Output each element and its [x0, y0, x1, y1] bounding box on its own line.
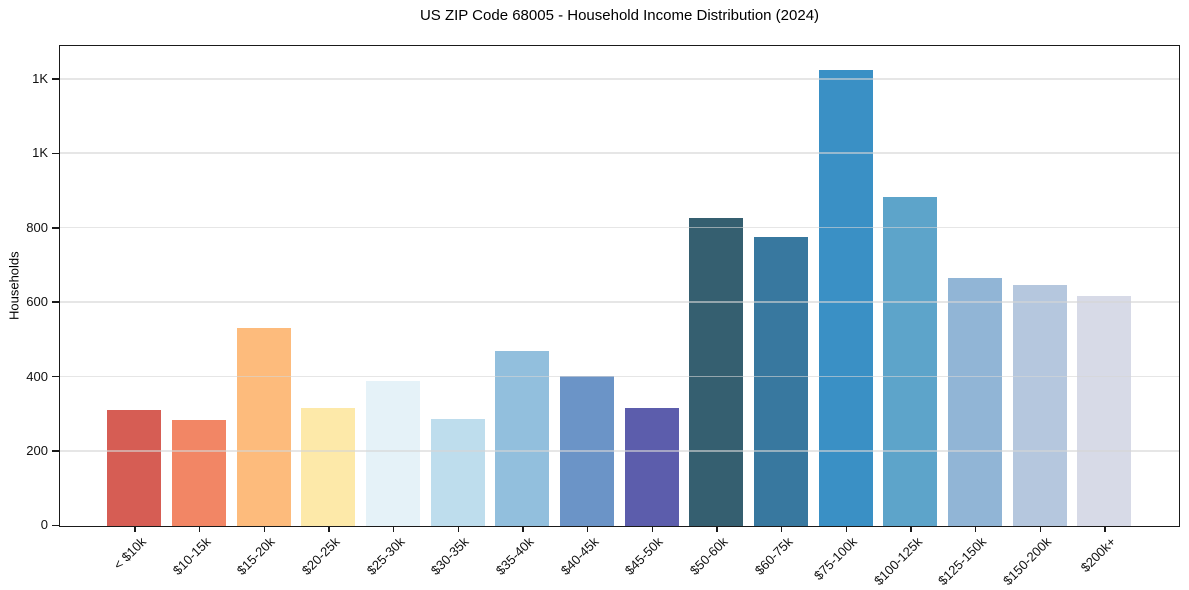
- x-tick-mark: [651, 527, 654, 532]
- x-tick-label-text: $100-125k: [870, 534, 925, 589]
- x-tick-mark: [198, 527, 201, 532]
- x-tick-mark: [716, 527, 718, 532]
- x-tick-mark: [780, 527, 783, 532]
- x-tick-label-text: $30-35k: [428, 534, 472, 578]
- bar: [430, 418, 485, 526]
- gridline: [60, 226, 1179, 229]
- gridline: [60, 450, 1179, 452]
- chart-title: US ZIP Code 68005 - Household Income Dis…: [419, 7, 820, 24]
- bar: [883, 197, 938, 526]
- bar: [301, 407, 356, 526]
- x-tick-mark: [457, 527, 460, 532]
- bar: [495, 351, 550, 526]
- y-tick-label: 1K: [32, 145, 48, 161]
- x-tick-label-text: $15-20k: [234, 534, 278, 578]
- x-tick-mark: [974, 527, 977, 532]
- y-tick-mark: [52, 450, 59, 452]
- x-tick-label-text: $60-75k: [751, 534, 796, 578]
- x-tick-label-text: $20-25k: [298, 534, 343, 578]
- x-tick-label-text: $150-200k: [999, 534, 1054, 589]
- y-tick-label: 1K: [32, 70, 48, 86]
- y-tick-mark: [52, 78, 59, 80]
- x-tick-mark: [586, 527, 589, 532]
- bar: [366, 381, 421, 526]
- x-tick-label-text: $75-100k: [810, 534, 860, 583]
- plot-area: [59, 45, 1180, 527]
- bar: [1077, 295, 1132, 526]
- y-tick-mark: [52, 301, 59, 303]
- gridline: [60, 375, 1179, 378]
- x-tick-mark: [328, 527, 330, 532]
- y-tick-label: 600: [26, 294, 48, 310]
- y-tick-label: 200: [26, 442, 48, 458]
- x-tick-label-text: < $10k: [110, 534, 149, 573]
- x-tick-mark: [845, 527, 848, 532]
- x-tick-label-text: $125-150k: [935, 534, 990, 589]
- x-tick-mark: [263, 527, 266, 532]
- x-tick-label-text: $25-30k: [363, 534, 408, 578]
- x-tick-label-text: $45-50k: [622, 534, 666, 578]
- x-tick-mark: [134, 527, 136, 532]
- gridline: [60, 301, 1179, 303]
- y-tick-mark: [52, 524, 59, 527]
- y-tick-label: 400: [26, 368, 48, 384]
- x-tick-mark: [522, 527, 524, 532]
- bar: [689, 217, 744, 526]
- x-tick-mark: [910, 527, 912, 532]
- x-tick-label-text: $200k+: [1077, 534, 1119, 576]
- bar: [172, 419, 227, 526]
- y-tick-label: 0: [40, 517, 48, 533]
- gridline: [60, 152, 1179, 154]
- y-tick-mark: [52, 226, 59, 229]
- bar: [754, 236, 809, 526]
- bar: [1012, 284, 1067, 526]
- bar: [107, 409, 162, 526]
- y-tick-mark: [52, 375, 59, 378]
- x-tick-mark: [1039, 527, 1042, 532]
- x-tick-label-text: $40-45k: [557, 534, 602, 578]
- y-tick-label: 800: [26, 219, 48, 235]
- bar: [236, 328, 291, 526]
- x-tick-mark: [1104, 527, 1106, 532]
- gridline: [60, 78, 1179, 80]
- x-tick-label-text: $10-15k: [169, 534, 214, 578]
- x-tick-mark: [392, 527, 395, 532]
- y-tick-mark: [52, 152, 59, 155]
- bar: [948, 278, 1003, 526]
- x-tick-label-text: $35-40k: [492, 534, 537, 578]
- bar: [818, 70, 873, 526]
- x-tick-label-text: $50-60k: [686, 534, 731, 578]
- bar: [624, 407, 679, 526]
